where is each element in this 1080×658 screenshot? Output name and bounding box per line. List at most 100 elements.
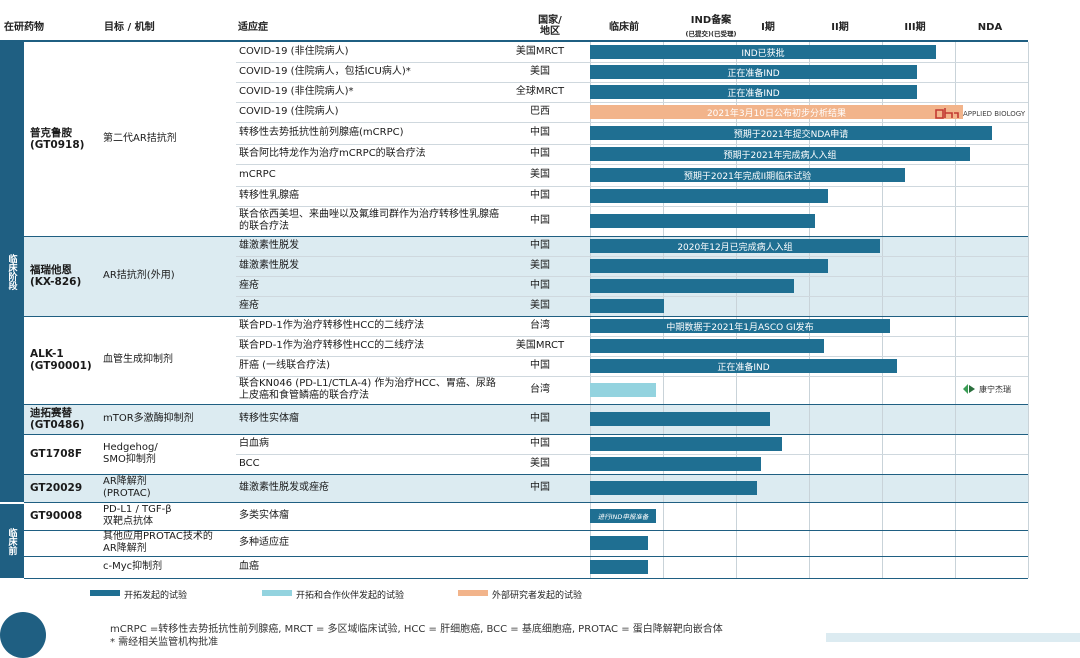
- drug-name: GT20029: [30, 482, 83, 494]
- pipeline-bar: IND已获批: [590, 45, 936, 59]
- drug-name: 普克鲁胺 (GT0918): [30, 127, 85, 151]
- pipeline-bar: [590, 339, 824, 353]
- applied-biology-icon: [935, 108, 959, 119]
- indication-cell: COVID-19 (非住院病人)*: [239, 86, 354, 97]
- country-cell: 美国MRCT: [515, 340, 565, 351]
- country-cell: 美国: [530, 458, 550, 469]
- stage-gridline: [955, 42, 956, 578]
- indication-cell: 联合PD-1作为治疗转移性HCC的二线疗法: [239, 340, 425, 351]
- sidebar-clinical-label: 临床阶段: [6, 254, 17, 290]
- row-divider: [236, 256, 1028, 257]
- row-divider: [236, 186, 1028, 187]
- drug-target: PD-L1 / TGF-β 双靶点抗体: [103, 504, 172, 527]
- sidebar-clinical: [0, 42, 24, 502]
- indication-cell: 痤疮: [239, 280, 259, 291]
- drug-target: mTOR多激酶抑制剂: [103, 413, 194, 424]
- pipeline-bar: 正在准备IND: [590, 85, 917, 99]
- drug-name: 迪拓赛替 (GT0486): [30, 407, 85, 431]
- indication-cell: 痤疮: [239, 300, 259, 311]
- legend-company-swatch: [90, 590, 120, 596]
- group-divider: [24, 556, 1028, 557]
- country-cell: 美国: [530, 300, 550, 311]
- pipeline-bar: [590, 481, 757, 495]
- header-phase-2: II期: [831, 22, 849, 33]
- row-divider: [236, 102, 1028, 103]
- drug-name: GT1708F: [30, 448, 82, 460]
- legend-partner-label: 开拓和合作伙伴发起的试验: [296, 591, 405, 601]
- row-divider: [236, 276, 1028, 277]
- country-cell: 中国: [530, 280, 550, 291]
- country-cell: 中国: [530, 438, 550, 449]
- stage-gridline: [1028, 42, 1029, 578]
- pipeline-bar: [590, 560, 648, 574]
- indication-cell: COVID-19 (住院病人): [239, 106, 339, 117]
- indication-cell: 白血病: [239, 438, 269, 449]
- drug-target: 血管生成抑制剂: [103, 354, 173, 365]
- drug-name: [30, 530, 100, 556]
- indication-cell: COVID-19 (非住院病人): [239, 46, 349, 57]
- header-rule: [0, 40, 1028, 42]
- header-preclinical: 临床前: [609, 22, 639, 33]
- alphamab-text: 康宁杰瑞: [979, 384, 1011, 394]
- row-divider: [236, 376, 1028, 377]
- header-phase-group: 在研药物: [4, 22, 44, 33]
- stage-gridline: [736, 42, 737, 578]
- indication-cell: 多类实体瘤: [239, 510, 289, 521]
- country-cell: 巴西: [530, 106, 550, 117]
- indication-cell: 转移性实体瘤: [239, 413, 299, 424]
- pipeline-bar: [590, 189, 828, 203]
- pipeline-bar: 预期于2021年完成II期临床试验: [590, 168, 905, 182]
- header-phase-1: I期: [761, 22, 775, 33]
- legend-company-label: 开拓发起的试验: [124, 591, 188, 601]
- row-divider: [236, 62, 1028, 63]
- pipeline-bar: [590, 457, 761, 471]
- country-cell: 中国: [530, 190, 550, 201]
- applied-biology-logo: APPLIED BIOLOGY: [935, 107, 1025, 121]
- indication-cell: 联合依西美坦、来曲唑以及氟维司群作为治疗转移性乳腺癌的联合疗法: [239, 209, 499, 232]
- legend-external-swatch: [458, 590, 488, 596]
- pipeline-bar: [590, 299, 664, 313]
- pipeline-bar: [590, 279, 794, 293]
- legend-external-label: 外部研究者发起的试验: [492, 591, 583, 601]
- applied-biology-text: APPLIED BIOLOGY: [963, 110, 1026, 118]
- alphamab-logo: 康宁杰瑞: [962, 383, 1011, 395]
- band-gt20029: [24, 474, 1028, 502]
- country-cell: 美国: [530, 260, 550, 271]
- row-divider: [236, 296, 1028, 297]
- company-seal: [0, 612, 46, 658]
- group-divider: [24, 578, 1028, 579]
- country-cell: 中国: [530, 215, 550, 226]
- country-cell: 中国: [530, 127, 550, 138]
- row-divider: [236, 206, 1028, 207]
- country-cell: 全球MRCT: [515, 86, 565, 97]
- pipeline-bar: 2020年12月已完成病人入组: [590, 239, 880, 253]
- indication-cell: 联合PD-1作为治疗转移性HCC的二线疗法: [239, 320, 425, 331]
- row-divider: [236, 454, 1028, 455]
- header-ind-sub: (已提交)(已受理): [685, 30, 737, 38]
- country-cell: [505, 502, 575, 530]
- alphamab-icon: [963, 384, 975, 394]
- pipeline-bar: [590, 536, 648, 550]
- country-cell: 中国: [530, 360, 550, 371]
- country-cell: [505, 556, 575, 578]
- pipeline-bar: 正在准备IND: [590, 359, 897, 373]
- drug-target: 其他应用PROTAC技术的 AR降解剂: [103, 531, 213, 554]
- row-divider: [236, 164, 1028, 165]
- row-divider: [236, 356, 1028, 357]
- group-divider: [24, 236, 1028, 237]
- pipeline-bar: 正在准备IND: [590, 65, 917, 79]
- indication-cell: COVID-19 (住院病人，包括ICU病人)*: [239, 66, 411, 77]
- pipeline-bar: 2021年3月10日公布初步分析结果: [590, 105, 963, 119]
- group-divider: [24, 474, 1028, 475]
- pipeline-bar: 预期于2021年完成病人入组: [590, 147, 970, 161]
- indication-cell: 雄激素性脱发或痤疮: [239, 482, 329, 493]
- pipeline-bar: [590, 214, 815, 228]
- header-indication: 适应症: [238, 22, 268, 33]
- indication-cell: 联合阿比特龙作为治疗mCRPC的联合疗法: [239, 148, 426, 159]
- drug-name: [30, 556, 100, 578]
- footer-accent-bar: [826, 633, 1080, 642]
- drug-name: ALK-1 (GT90001): [30, 348, 92, 372]
- pipeline-bar: 进行IND申报准备: [590, 509, 656, 523]
- country-cell: 美国: [530, 66, 550, 77]
- stage-gridline: [882, 42, 883, 578]
